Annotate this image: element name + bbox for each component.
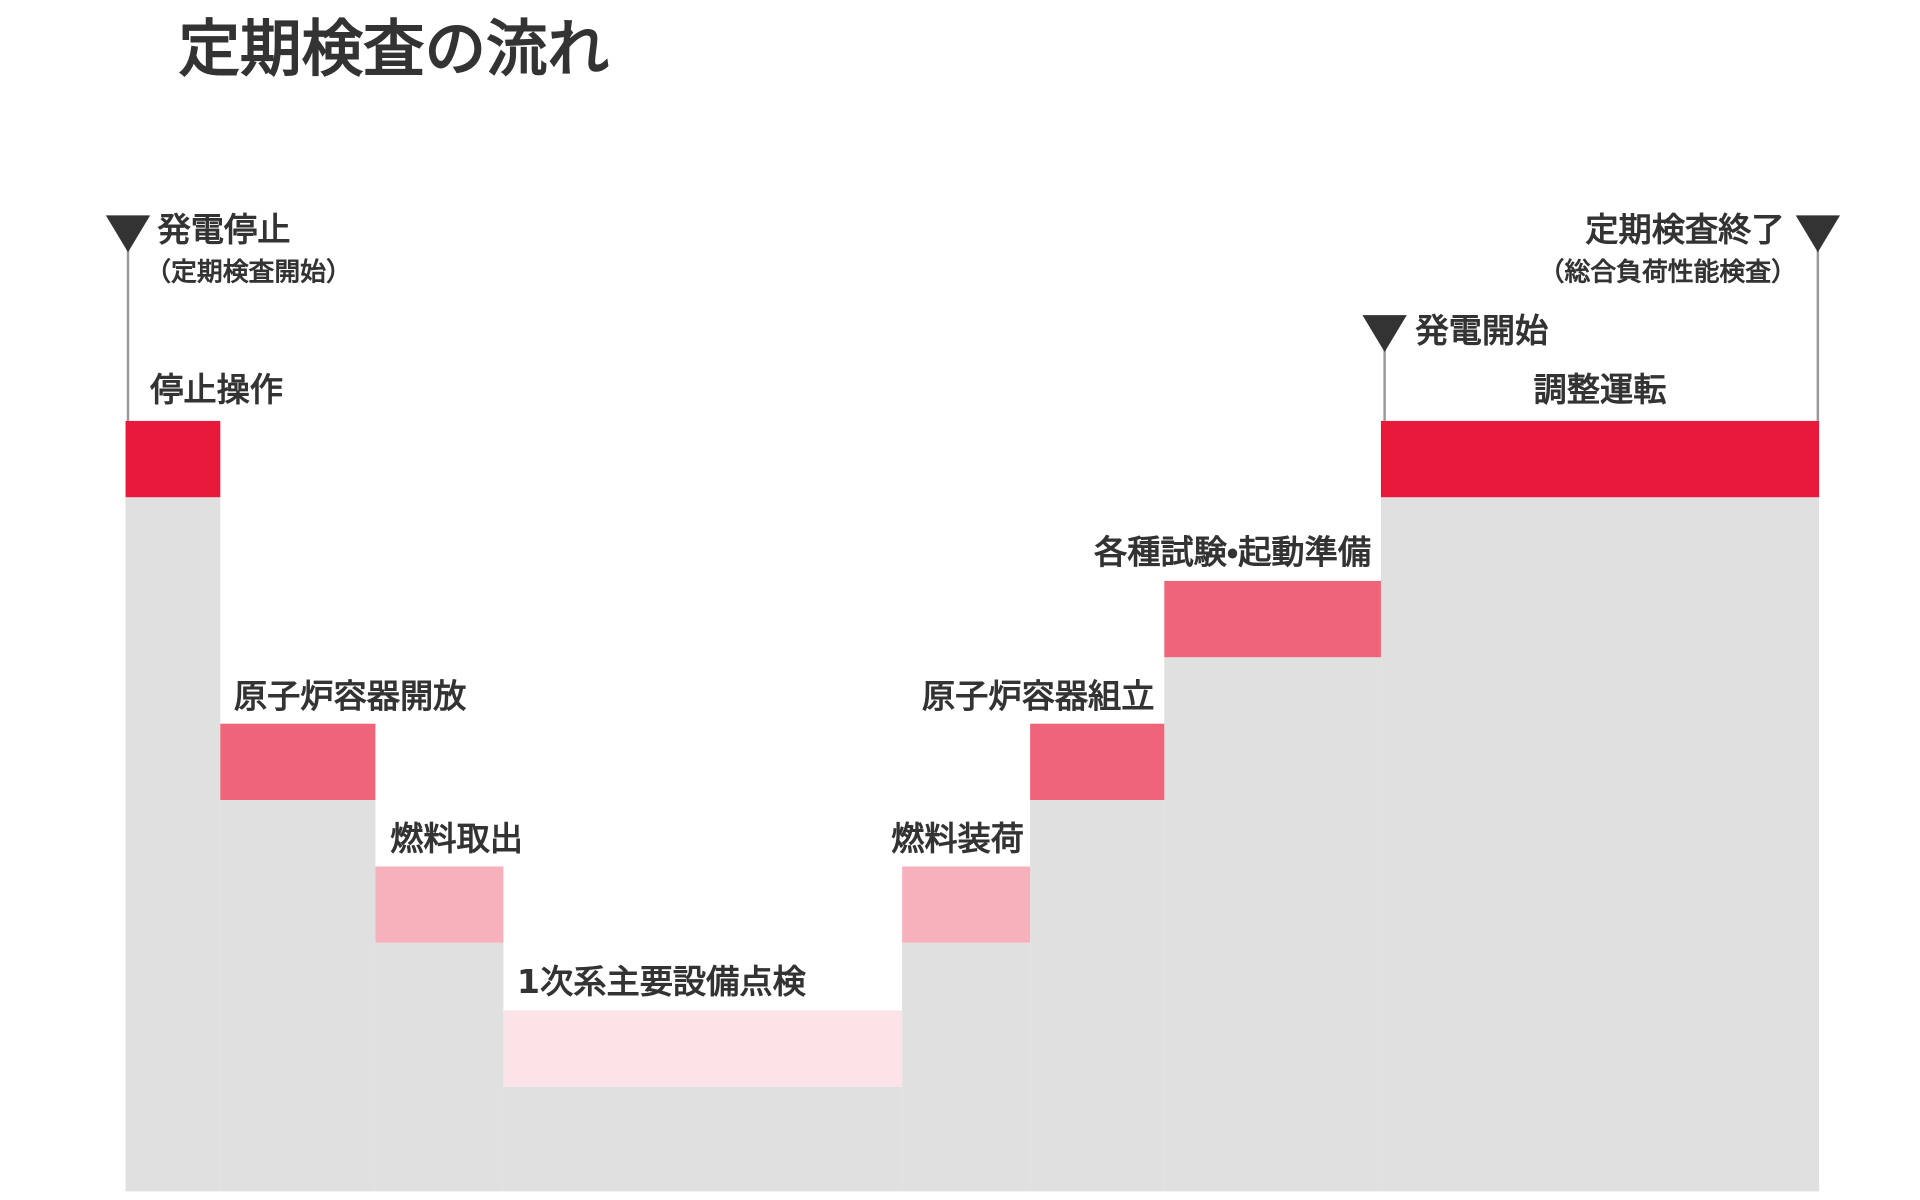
- milestone-sub: （総合負荷性能検査）: [1539, 257, 1797, 288]
- title: 定期検査の流れ: [178, 13, 609, 85]
- step-bar: [902, 866, 1031, 943]
- step-label: 燃料取出: [390, 819, 523, 858]
- milestone-label: 発電停止: [158, 210, 291, 249]
- milestone-label: 定期検査終了: [1585, 210, 1784, 249]
- step-bar: [220, 723, 376, 800]
- step-label: 原子炉容器組立: [922, 676, 1155, 715]
- step-bar: [1030, 723, 1165, 800]
- step-label: 1次系主要設備点検: [517, 962, 807, 1001]
- milestone-marker: [1795, 215, 1840, 421]
- step-bar: [503, 1010, 903, 1087]
- step-label: 原子炉容器開放: [234, 676, 467, 715]
- step-label: 各種試験・起動準備: [1093, 532, 1371, 571]
- step-bar: [125, 420, 221, 498]
- step-label: 調整運転: [1534, 370, 1667, 409]
- step-label: 燃料装荷: [891, 819, 1024, 858]
- milestone-marker: [105, 215, 151, 421]
- step-label: 停止操作: [149, 370, 283, 409]
- step-bar: [375, 866, 504, 943]
- step-bar: [1380, 420, 1820, 498]
- milestone-sub: （定期検査開始）: [145, 258, 352, 288]
- milestone-label: 発電開始: [1415, 311, 1549, 350]
- step-bar: [1164, 580, 1381, 658]
- milestone-marker: [1362, 315, 1407, 421]
- background-steps: [125, 497, 1820, 1192]
